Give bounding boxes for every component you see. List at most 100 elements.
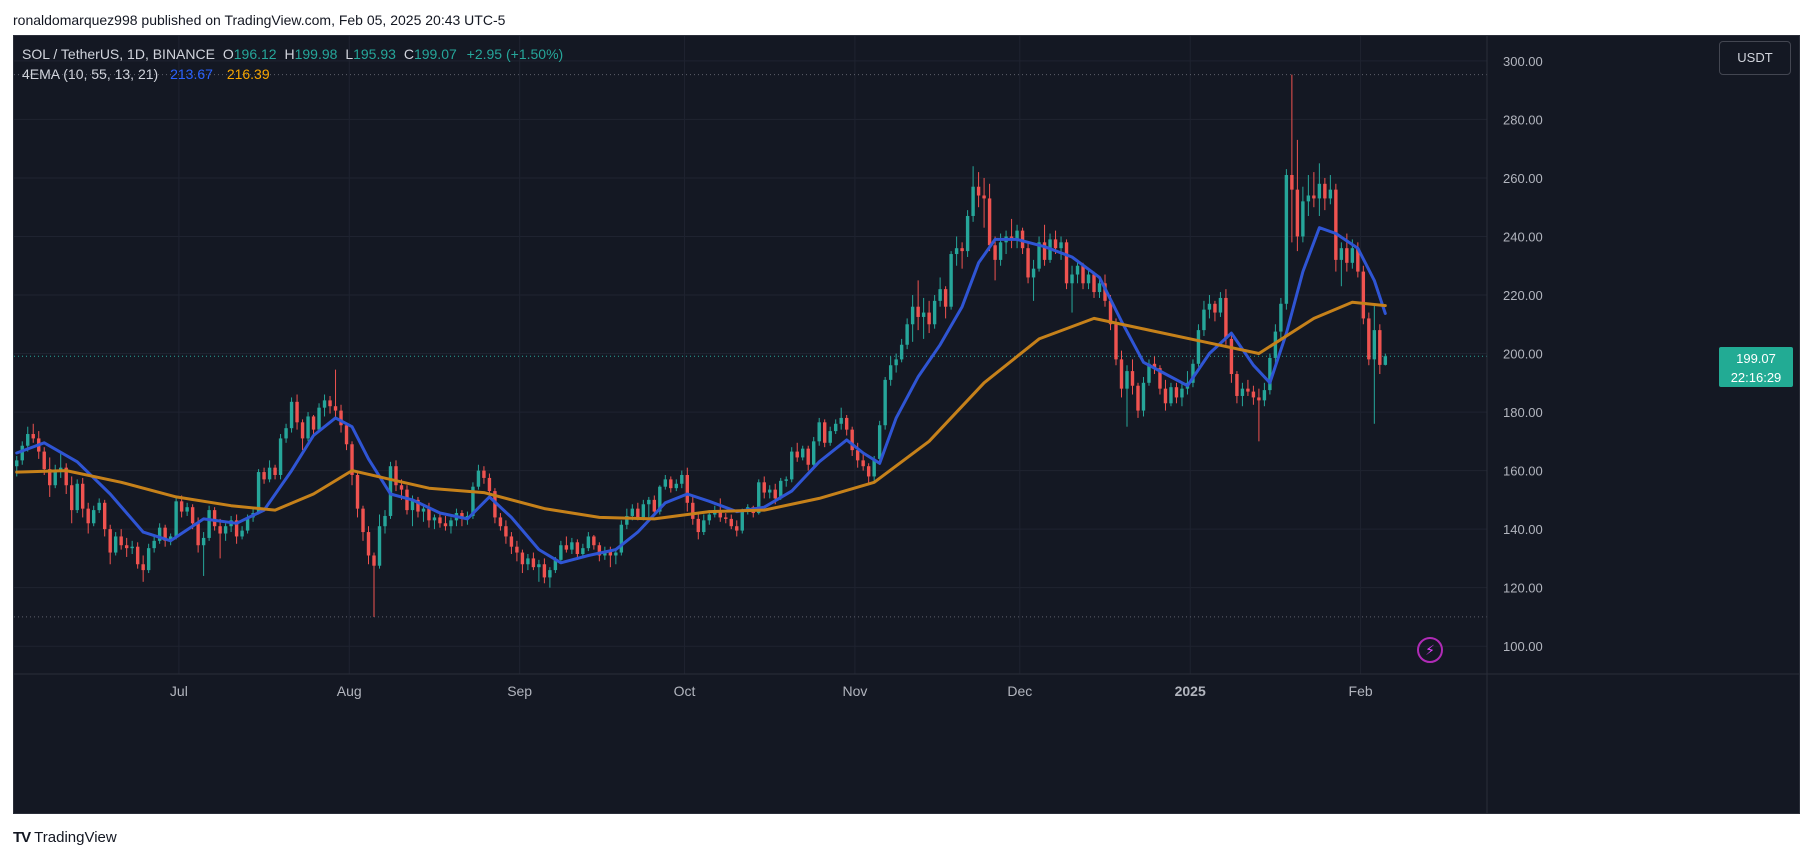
candle xyxy=(833,419,838,435)
candle-body xyxy=(943,289,948,307)
legend-indicator-name[interactable]: 4EMA (10, 55, 13, 21) xyxy=(22,66,159,82)
candle xyxy=(1312,172,1316,208)
candle xyxy=(784,476,788,487)
candle-body xyxy=(548,570,552,578)
candle xyxy=(234,514,239,544)
candle-body xyxy=(1383,356,1388,365)
y-tick-label: 200.00 xyxy=(1503,347,1543,362)
candle-body xyxy=(306,416,310,439)
candle-body xyxy=(377,526,382,566)
candle xyxy=(361,505,365,541)
candle xyxy=(207,505,211,541)
candle-body xyxy=(932,300,937,325)
candle xyxy=(1235,371,1239,404)
candle-body xyxy=(762,482,766,493)
candle-body xyxy=(899,344,904,360)
candle xyxy=(702,514,706,535)
candle-body xyxy=(1218,297,1223,313)
candle-body xyxy=(273,467,277,475)
candle xyxy=(976,172,981,208)
legend-indicator-row: 4EMA (10, 55, 13, 21) 213.67 216.39 xyxy=(22,64,563,84)
candle-body xyxy=(581,548,585,555)
candle-body xyxy=(740,511,744,531)
candle xyxy=(70,476,74,524)
candle xyxy=(515,540,519,562)
candle xyxy=(322,394,327,417)
candle-body xyxy=(59,467,63,471)
candle-body xyxy=(399,485,404,490)
candle xyxy=(559,540,563,563)
candle-body xyxy=(702,520,706,533)
candle xyxy=(267,460,272,483)
candle xyxy=(828,426,832,446)
candle-body xyxy=(1251,391,1256,398)
candle xyxy=(1070,265,1074,313)
candle-body xyxy=(1059,242,1063,249)
candle xyxy=(509,532,514,555)
candle-body xyxy=(691,502,695,519)
candle xyxy=(141,555,145,582)
candle-body xyxy=(1042,242,1047,260)
candle-body xyxy=(1026,248,1030,278)
candle xyxy=(1306,175,1311,216)
candle-body xyxy=(168,536,173,541)
candle-body xyxy=(207,510,211,538)
candle-body xyxy=(91,510,96,524)
candle-body xyxy=(328,400,332,407)
candle-body xyxy=(234,520,239,537)
chart-panel[interactable]: 100.00 120.00 140.00 160.00 180.00 200.00 220.… xyxy=(13,35,1800,814)
candle xyxy=(1361,265,1366,325)
candle-body xyxy=(976,186,981,196)
candle-body xyxy=(1191,363,1195,383)
candle-body xyxy=(938,289,942,301)
candle xyxy=(1031,259,1036,301)
candle-body xyxy=(427,508,431,521)
candle xyxy=(685,467,689,512)
candle xyxy=(1367,312,1371,366)
candle-body xyxy=(1130,371,1135,386)
x-tick-label: Oct xyxy=(674,683,696,699)
candle-body xyxy=(608,551,613,556)
candle-body xyxy=(1257,397,1261,401)
y-tick-label: 180.00 xyxy=(1503,405,1543,420)
candle-body xyxy=(1097,283,1102,293)
footer-brand[interactable]: TV TradingView xyxy=(13,826,117,848)
candle xyxy=(273,464,277,480)
currency-button[interactable]: USDT xyxy=(1719,41,1791,75)
legend-low-value: 195.93 xyxy=(353,46,396,62)
candle xyxy=(262,467,266,484)
candle xyxy=(218,518,222,559)
candle-body xyxy=(1350,248,1355,263)
candle xyxy=(383,510,387,534)
candlestick-chart[interactable]: 100.00 120.00 140.00 160.00 180.00 200.00 220.… xyxy=(14,36,1800,814)
candle xyxy=(59,453,63,478)
candle-body xyxy=(141,564,145,571)
candle xyxy=(575,539,580,560)
candle xyxy=(680,470,684,489)
candle-body xyxy=(498,517,503,527)
candle-body xyxy=(1163,388,1168,404)
candle-body xyxy=(48,469,52,486)
candle xyxy=(328,395,332,414)
flash-icon[interactable]: ⚡ xyxy=(1417,637,1443,663)
last-price-value: 199.07 xyxy=(1736,351,1776,367)
candle-body xyxy=(1290,175,1294,190)
candle xyxy=(1174,382,1179,404)
candle xyxy=(844,414,849,436)
candle-body xyxy=(1284,175,1289,304)
legend-symbol[interactable]: SOL / TetherUS, 1D, BINANCE xyxy=(22,46,215,62)
candle xyxy=(866,463,871,486)
candle xyxy=(1378,324,1382,375)
candle xyxy=(113,532,118,556)
candle-body xyxy=(1367,318,1371,360)
candle-body xyxy=(910,306,915,325)
candle xyxy=(344,423,349,451)
candle xyxy=(801,445,805,461)
candle xyxy=(696,514,700,540)
candle xyxy=(311,414,316,436)
candle xyxy=(1257,388,1261,442)
candle-body xyxy=(987,198,992,246)
candle xyxy=(1301,186,1305,243)
candle xyxy=(278,434,283,480)
candle-body xyxy=(119,536,123,546)
